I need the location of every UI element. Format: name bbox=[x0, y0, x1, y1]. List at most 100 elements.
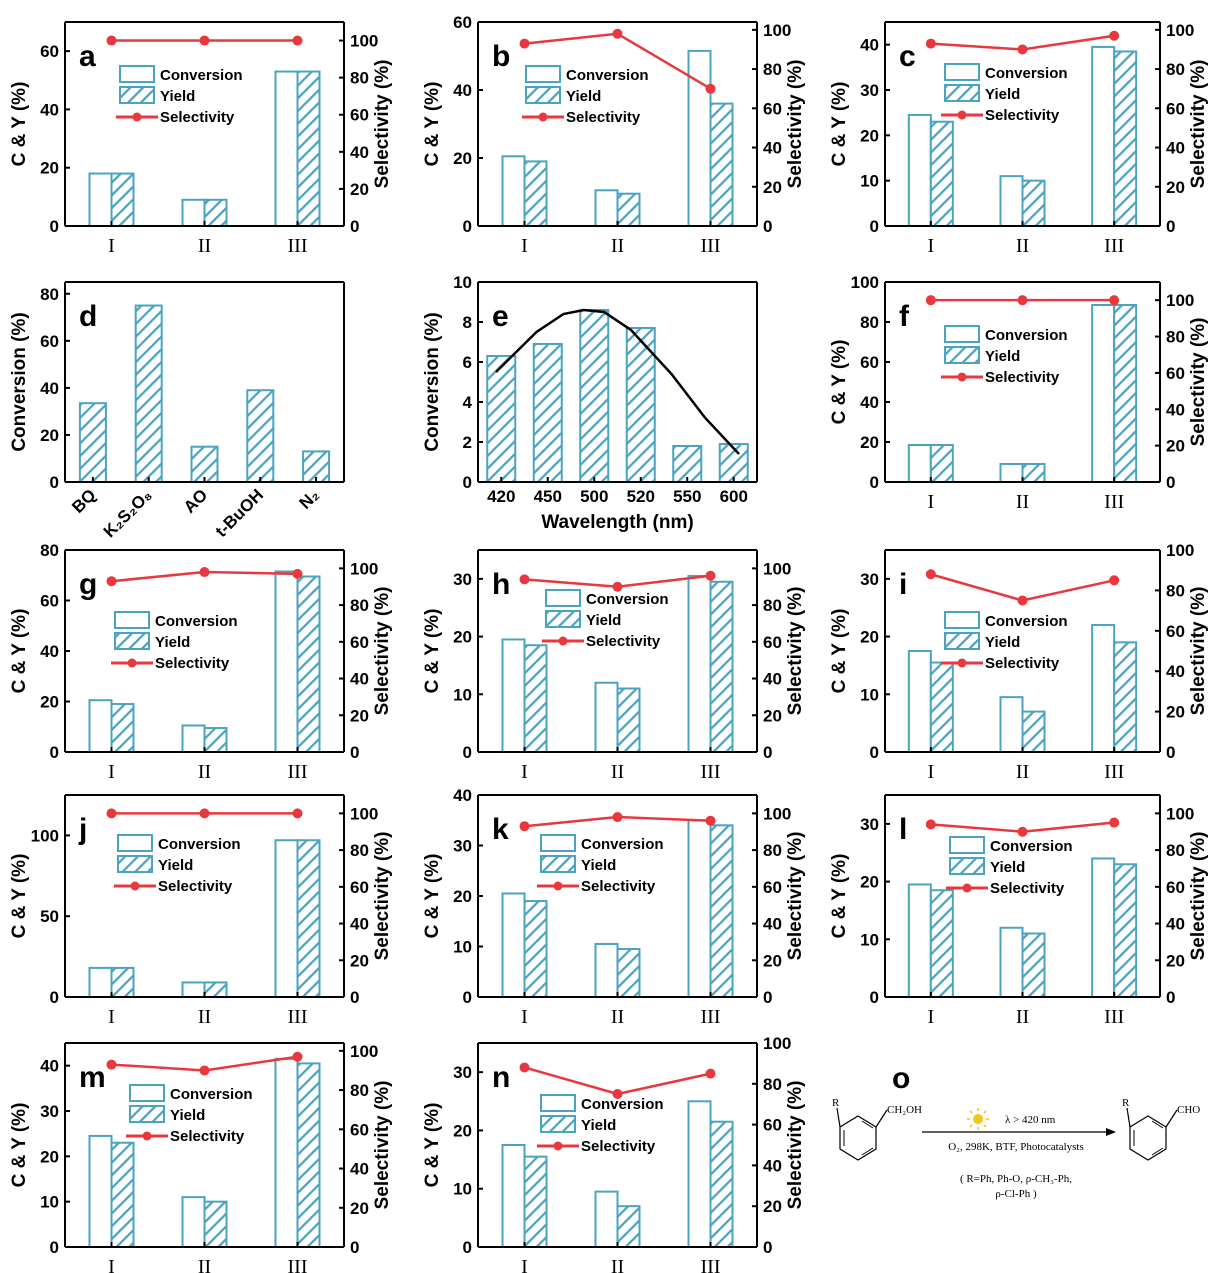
panel-label-l: l bbox=[899, 813, 907, 846]
bar-conversion bbox=[501, 892, 526, 998]
legend-label-conversion: Conversion bbox=[985, 613, 1068, 630]
bar-conversion bbox=[501, 155, 526, 227]
legend-marker-selectivity bbox=[130, 881, 140, 891]
y-tick-label: 60 bbox=[40, 592, 59, 611]
x-tick-label: III bbox=[701, 235, 721, 257]
y-tick-label: 0 bbox=[463, 473, 472, 492]
y-tick-label: 0 bbox=[463, 1238, 472, 1257]
legend-label-yield: Yield bbox=[985, 86, 1020, 103]
y2-tick-label: 0 bbox=[350, 1238, 359, 1257]
y2-tick-label: 80 bbox=[350, 69, 369, 88]
y-tick-label: 20 bbox=[860, 433, 879, 452]
y-tick-label: 40 bbox=[40, 100, 59, 119]
y-tick-label: 20 bbox=[40, 693, 59, 712]
bar-yield bbox=[1021, 710, 1046, 753]
y-tick-label: 100 bbox=[851, 273, 879, 292]
x-tick-label: II bbox=[611, 1256, 624, 1273]
bar-conversion bbox=[134, 304, 163, 483]
y2-tick-label: 60 bbox=[350, 106, 369, 125]
x-tick-label: II bbox=[1016, 1006, 1029, 1028]
x-tick-label: III bbox=[288, 1256, 308, 1273]
bar-conversion bbox=[274, 839, 299, 998]
y-tick-label: 80 bbox=[860, 313, 879, 332]
legend-label-yield: Yield bbox=[586, 612, 621, 629]
bar-yield bbox=[1021, 179, 1046, 228]
y2-tick-label: 0 bbox=[350, 217, 359, 236]
bar-conversion bbox=[718, 443, 749, 483]
legend-label-yield: Yield bbox=[985, 634, 1020, 651]
legend-label-selectivity: Selectivity bbox=[985, 369, 1060, 386]
bar-conversion bbox=[181, 198, 206, 227]
selectivity-point bbox=[925, 819, 936, 830]
x-tick-label: II bbox=[198, 1006, 211, 1028]
legend-swatch-yield bbox=[944, 632, 980, 650]
selectivity-point bbox=[519, 1062, 530, 1073]
legend-label-yield: Yield bbox=[985, 348, 1020, 365]
y-tick-label: 20 bbox=[860, 628, 879, 647]
bar-conversion bbox=[274, 570, 299, 754]
y-tick-label: 40 bbox=[453, 81, 472, 100]
legend-swatch-conversion bbox=[545, 589, 581, 607]
y2-tick-label: 20 bbox=[763, 951, 782, 970]
legend-label-conversion: Conversion bbox=[581, 836, 664, 853]
x-axis-title: Wavelength (nm) bbox=[541, 512, 693, 533]
bar-yield bbox=[296, 1062, 321, 1249]
y2-axis-title: Selectivity (%) bbox=[785, 832, 806, 961]
selectivity-point bbox=[199, 1065, 210, 1076]
y2-tick-label: 60 bbox=[763, 633, 782, 652]
x-tick-label: I bbox=[108, 1256, 115, 1273]
x-tick-label: II bbox=[611, 761, 624, 783]
y2-tick-label: 100 bbox=[763, 21, 791, 40]
legend-swatch-conversion bbox=[540, 1094, 576, 1112]
y2-tick-label: 0 bbox=[763, 988, 772, 1007]
y-axis-title: C & Y (%) bbox=[9, 1103, 30, 1188]
x-tick-label: I bbox=[521, 1006, 528, 1028]
bar-conversion bbox=[486, 355, 517, 483]
bar-yield bbox=[296, 70, 321, 227]
bar-yield bbox=[296, 575, 321, 754]
y2-tick-label: 40 bbox=[763, 1156, 782, 1175]
y-axis-title: C & Y (%) bbox=[422, 609, 443, 694]
reaction-scheme: o R CH₂OH λ > 420 nm O₂, 298K, BTF, Phot… bbox=[832, 1062, 1200, 1200]
bar-yield bbox=[1021, 463, 1046, 483]
panel-label-e: e bbox=[492, 300, 509, 333]
y2-axis-title: Selectivity (%) bbox=[1188, 318, 1208, 447]
y-tick-label: 50 bbox=[40, 907, 59, 926]
y2-tick-label: 60 bbox=[1166, 364, 1185, 383]
bar-yield bbox=[203, 727, 228, 754]
x-tick-label: t-BuOH bbox=[212, 485, 267, 540]
legend-swatch-conversion bbox=[540, 834, 576, 852]
y2-tick-label: 80 bbox=[763, 841, 782, 860]
selectivity-point bbox=[1109, 575, 1120, 586]
legend-swatch-yield bbox=[949, 857, 985, 875]
x-tick-label: 450 bbox=[534, 487, 562, 506]
panel-label-o: o bbox=[892, 1062, 910, 1095]
y2-tick-label: 0 bbox=[1166, 217, 1175, 236]
y2-tick-label: 60 bbox=[350, 1120, 369, 1139]
y2-tick-label: 80 bbox=[763, 60, 782, 79]
bar-conversion bbox=[88, 1134, 113, 1249]
y-tick-label: 10 bbox=[453, 938, 472, 957]
x-tick-label: 520 bbox=[627, 487, 655, 506]
x-tick-label: I bbox=[521, 1256, 528, 1273]
bar-conversion bbox=[88, 172, 113, 228]
y2-tick-label: 0 bbox=[1166, 473, 1175, 492]
y2-tick-label: 40 bbox=[1166, 662, 1185, 681]
selectivity-point bbox=[1017, 44, 1028, 55]
product-substituent: R bbox=[1122, 1097, 1130, 1109]
y2-tick-label: 40 bbox=[350, 915, 369, 934]
y2-tick-label: 60 bbox=[1166, 622, 1185, 641]
legend: Conversion Yield Selectivity bbox=[941, 325, 1068, 386]
x-tick-label: 420 bbox=[487, 487, 515, 506]
bar-conversion bbox=[1091, 45, 1116, 227]
y-tick-label: 60 bbox=[40, 42, 59, 61]
y2-tick-label: 20 bbox=[1166, 437, 1185, 456]
x-tick-label: K₂S₂O₈ bbox=[100, 485, 156, 541]
panel-label-j: j bbox=[78, 813, 87, 846]
y2-tick-label: 100 bbox=[1166, 21, 1194, 40]
x-tick-label: II bbox=[611, 235, 624, 257]
x-tick-label: BQ bbox=[68, 485, 99, 516]
